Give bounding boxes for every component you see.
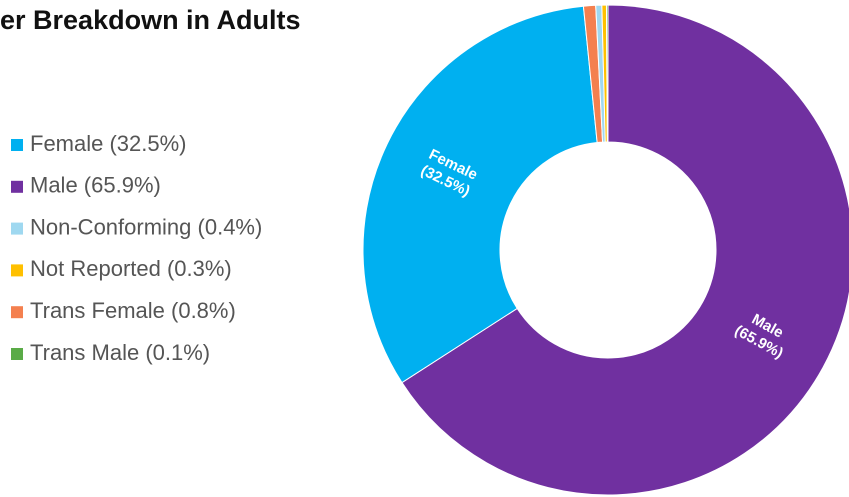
slice [401, 4, 849, 496]
legend-swatch [11, 139, 23, 151]
slice [362, 5, 598, 384]
legend-label: Trans Female (0.8%) [30, 298, 236, 323]
legend-label: Male (65.9%) [30, 173, 161, 198]
legend-swatch [11, 222, 23, 235]
legend-label: Not Reported (0.3%) [30, 256, 232, 281]
legend-label: Female (32.5%) [30, 131, 187, 156]
legend-label: Non-Conforming (0.4%) [30, 214, 262, 239]
slice [605, 4, 609, 143]
legend-swatch [11, 348, 23, 360]
legend-swatch [11, 306, 23, 319]
legend-swatch [11, 264, 23, 277]
chart-title: er Breakdown in Adults [0, 5, 301, 35]
legend-label: Trans Male (0.1%) [30, 340, 210, 365]
legend-swatch [11, 180, 23, 193]
